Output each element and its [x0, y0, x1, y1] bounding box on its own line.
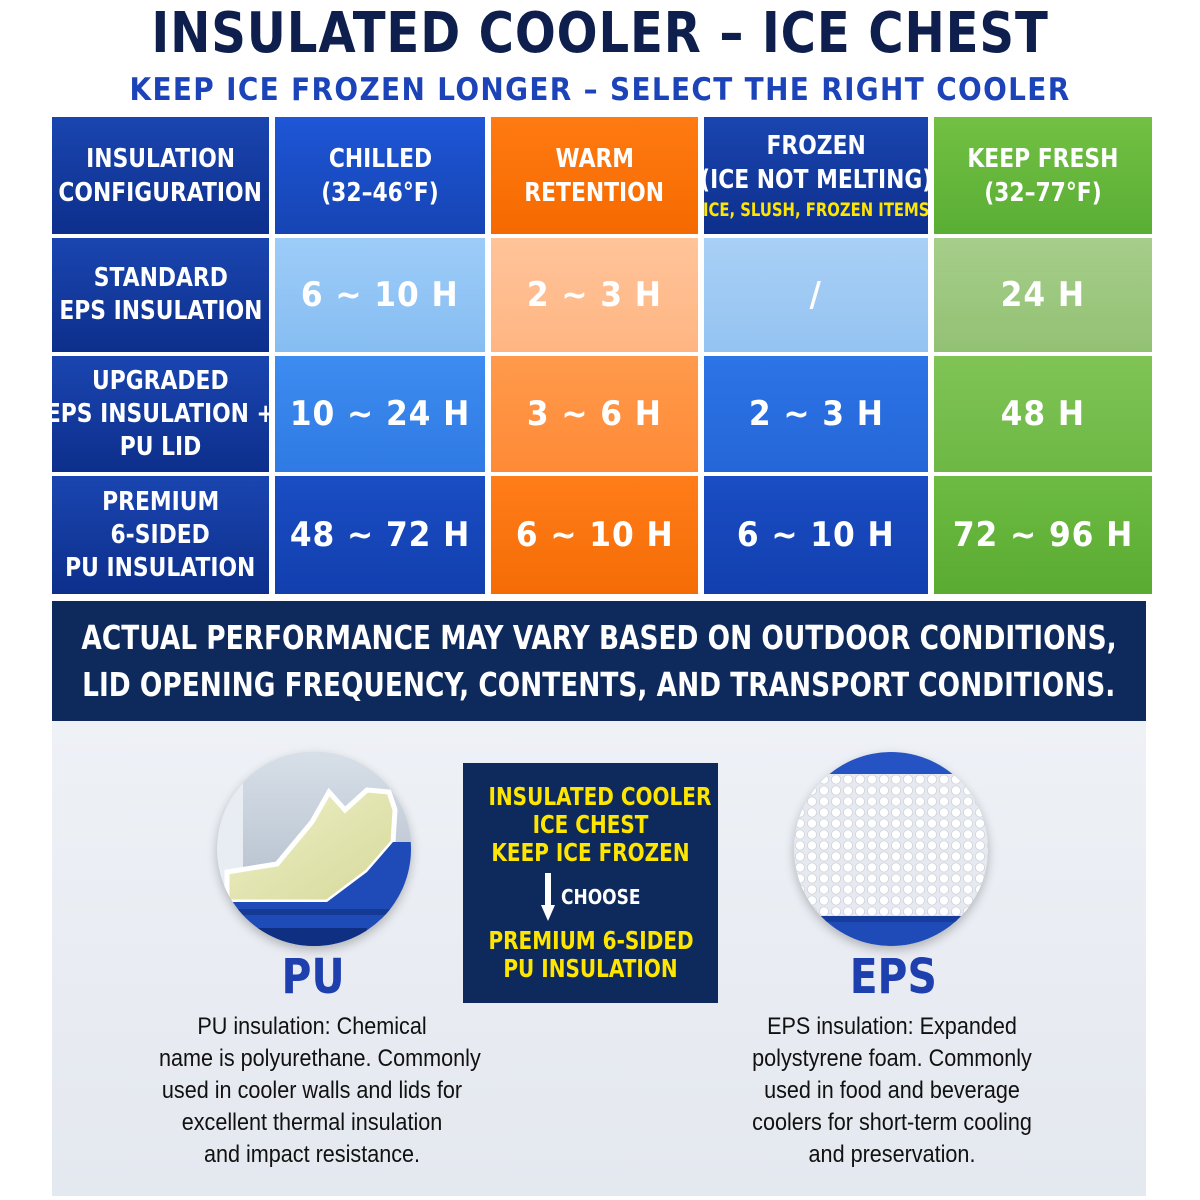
cell-value: 3 ~ 6 H: [526, 394, 663, 434]
page-title: INSULATED COOLER – ICE CHEST: [151, 1, 1049, 66]
header-line: WARM: [555, 143, 634, 174]
cell-value: 2 ~ 3 H: [526, 275, 663, 315]
pu-desc-line: name is polyurethane. Commonly: [159, 1045, 481, 1072]
row-label-line: STANDARD: [93, 263, 228, 293]
header-line: FROZEN: [766, 130, 866, 161]
row-label-upgraded-eps: UPGRADED EPS INSULATION + PU LID: [52, 356, 269, 472]
header-keep-fresh: KEEP FRESH (32–77°F): [934, 117, 1152, 234]
recommendation-line: PU INSULATION: [503, 954, 678, 983]
row-label-line: UPGRADED: [92, 365, 229, 396]
pu-foam-image: [217, 752, 411, 946]
cell-premium-chilled: 48 ~ 72 H: [275, 476, 485, 594]
recommendation-arrow-row: CHOOSE: [463, 873, 718, 921]
pu-foam-illustration: [217, 752, 411, 946]
pu-description: PU insulation: Chemical name is polyuret…: [142, 1011, 482, 1171]
cell-value: 6 ~ 10 H: [301, 275, 459, 315]
choose-label: CHOOSE: [561, 885, 641, 909]
cell-value: /: [809, 275, 823, 315]
cell-value: 24 H: [1000, 275, 1086, 315]
pu-desc-line: and impact resistance.: [203, 1141, 421, 1168]
cell-standard-fresh: 24 H: [934, 238, 1152, 352]
eps-desc-line: EPS insulation: Expanded: [767, 1013, 1017, 1040]
disclaimer-line: ACTUAL PERFORMANCE MAY VARY BASED ON OUT…: [81, 618, 1117, 657]
recommendation-line: KEEP ICE FROZEN: [491, 838, 690, 867]
row-label-line: PREMIUM: [101, 486, 220, 517]
eps-title-text: EPS: [849, 949, 937, 1005]
header-chilled: CHILLED (32–46°F): [275, 117, 485, 234]
eps-desc-line: polystyrene foam. Commonly: [752, 1045, 1032, 1072]
eps-desc-line: used in food and beverage: [764, 1077, 1020, 1104]
header-frozen: FROZEN (ICE NOT MELTING) ICE, SLUSH, FRO…: [704, 117, 928, 234]
cell-value: 10 ~ 24 H: [289, 394, 471, 434]
header-line: (32–46°F): [321, 177, 439, 208]
row-label-line: EPS INSULATION: [58, 296, 263, 326]
header-line: RETENTION: [524, 177, 665, 208]
cell-premium-warm: 6 ~ 10 H: [491, 476, 698, 594]
eps-description: EPS insulation: Expanded polystyrene foa…: [722, 1011, 1062, 1171]
header-line: INSULATION: [86, 143, 235, 174]
cell-standard-warm: 2 ~ 3 H: [491, 238, 698, 352]
cell-upgraded-chilled: 10 ~ 24 H: [275, 356, 485, 472]
cell-value: 72 ~ 96 H: [952, 515, 1134, 555]
recommendation-line: PREMIUM 6-SIDED: [488, 926, 694, 955]
recommendation-line: INSULATED COOLER: [488, 782, 712, 811]
arrow-down-icon: [541, 873, 555, 921]
pu-title-text: PU: [281, 949, 345, 1005]
cell-upgraded-warm: 3 ~ 6 H: [491, 356, 698, 472]
recommendation-box: INSULATED COOLER ICE CHEST KEEP ICE FROZ…: [463, 763, 718, 1003]
cell-value: 6 ~ 10 H: [737, 515, 895, 555]
header-line: KEEP FRESH: [967, 143, 1119, 174]
header-note: ICE, SLUSH, FROZEN ITEMS: [704, 198, 928, 221]
eps-title: EPS: [743, 949, 1043, 1005]
cell-value: 6 ~ 10 H: [515, 515, 674, 555]
row-label-line: 6-SIDED: [110, 519, 211, 550]
performance-disclaimer: ACTUAL PERFORMANCE MAY VARY BASED ON OUT…: [52, 601, 1146, 721]
cell-premium-frozen: 6 ~ 10 H: [704, 476, 928, 594]
cell-value: 48 H: [1000, 394, 1086, 434]
header-line: CONFIGURATION: [58, 177, 263, 208]
recommendation-top: INSULATED COOLER ICE CHEST KEEP ICE FROZ…: [463, 783, 718, 867]
row-label-line: PU INSULATION: [65, 552, 256, 583]
cell-upgraded-fresh: 48 H: [934, 356, 1152, 472]
row-label-standard-eps: STANDARD EPS INSULATION: [52, 238, 269, 352]
row-label-premium-pu: PREMIUM 6-SIDED PU INSULATION: [52, 476, 269, 594]
cell-standard-frozen: /: [704, 238, 928, 352]
row-label-line: PU LID: [119, 431, 202, 462]
pu-title: PU: [163, 949, 463, 1005]
header-warm-retention: WARM RETENTION: [491, 117, 698, 234]
cell-premium-fresh: 72 ~ 96 H: [934, 476, 1152, 594]
eps-foam-illustration: [794, 752, 988, 946]
comparison-table: INSULATION CONFIGURATION CHILLED (32–46°…: [52, 117, 1152, 598]
row-label-line: EPS INSULATION +: [52, 398, 269, 429]
header-insulation-configuration: INSULATION CONFIGURATION: [52, 117, 269, 234]
eps-desc-line: and preservation.: [808, 1141, 976, 1168]
cell-value: 2 ~ 3 H: [748, 394, 884, 434]
pu-desc-line: excellent thermal insulation: [181, 1109, 443, 1136]
pu-desc-line: used in cooler walls and lids for: [161, 1077, 463, 1104]
header-line: CHILLED: [328, 143, 432, 174]
header-line: (ICE NOT MELTING): [704, 164, 928, 195]
eps-foam-image: [794, 752, 988, 946]
cell-upgraded-frozen: 2 ~ 3 H: [704, 356, 928, 472]
materials-section: PU EPS PU insulation: Chemical name is p…: [52, 721, 1146, 1196]
page-subtitle: KEEP ICE FROZEN LONGER – SELECT THE RIGH…: [129, 72, 1071, 108]
disclaimer-line: LID OPENING FREQUENCY, CONTENTS, AND TRA…: [82, 665, 1116, 704]
eps-desc-line: coolers for short-term cooling: [752, 1109, 1032, 1136]
pu-desc-line: PU insulation: Chemical: [197, 1013, 427, 1040]
header-line: (32–77°F): [984, 177, 1102, 208]
recommendation-bottom: PREMIUM 6-SIDED PU INSULATION: [463, 927, 718, 983]
cell-value: 48 ~ 72 H: [289, 515, 471, 555]
cell-standard-chilled: 6 ~ 10 H: [275, 238, 485, 352]
recommendation-line: ICE CHEST: [532, 810, 649, 839]
